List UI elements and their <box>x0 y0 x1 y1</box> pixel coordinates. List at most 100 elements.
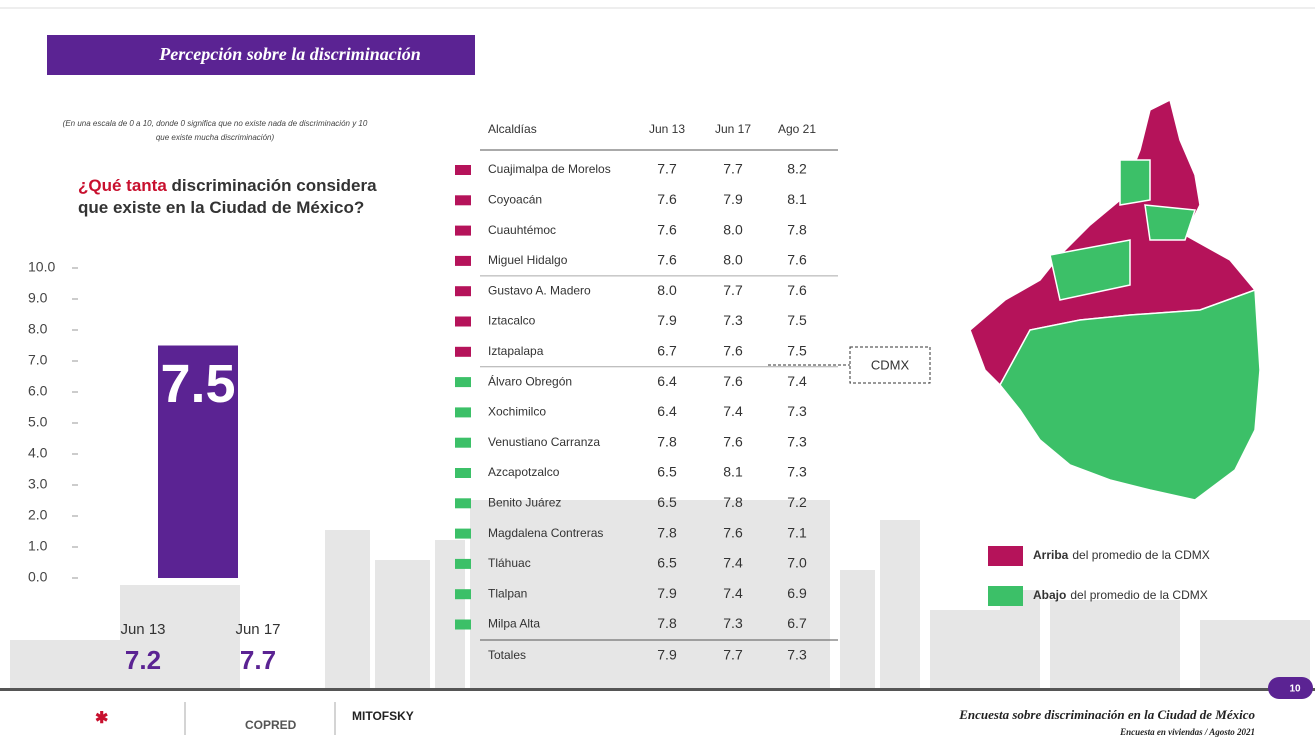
y-tick-label: 0.0 <box>28 569 48 585</box>
table-value: 7.3 <box>787 433 807 449</box>
row-marker <box>455 407 471 418</box>
row-name: Milpa Alta <box>488 617 540 631</box>
y-tick-label: 5.0 <box>28 414 48 430</box>
table-value: 7.7 <box>723 282 743 298</box>
table-value: 7.3 <box>723 312 743 328</box>
row-name: Iztacalco <box>488 314 536 328</box>
table-value: 7.4 <box>723 555 743 571</box>
question-box: ¿Qué tanta discriminación considera que … <box>78 175 398 219</box>
bar-value-label: 7.5 <box>160 354 235 414</box>
table-value: 7.6 <box>723 524 743 540</box>
row-marker <box>455 255 471 266</box>
table-value: 7.2 <box>787 494 807 510</box>
table-value: 7.4 <box>723 585 743 601</box>
table-value: 7.6 <box>787 282 807 298</box>
row-marker <box>455 619 471 630</box>
row-marker <box>455 468 471 478</box>
table-value: 7.1 <box>787 524 807 540</box>
row-marker <box>455 589 471 600</box>
legend-rest: del promedio de la CDMX <box>1072 548 1209 562</box>
map <box>969 98 1261 501</box>
row-marker <box>455 558 471 569</box>
row-name: Cuajimalpa de Morelos <box>488 162 611 176</box>
y-tick-label: 2.0 <box>28 507 48 523</box>
table-value: 6.7 <box>657 343 677 359</box>
table-value: 7.3 <box>723 615 743 631</box>
table-value: 6.7 <box>787 615 807 631</box>
table-value: 7.5 <box>787 343 807 359</box>
table-value: 7.8 <box>723 494 743 510</box>
logo-mitofsky: MITOFSKY <box>352 709 414 723</box>
title-banner <box>47 35 475 75</box>
row-marker <box>455 195 471 206</box>
table-value: 7.6 <box>723 343 743 359</box>
page-number: 10 <box>1289 684 1301 695</box>
y-tick-label: 1.0 <box>28 538 48 554</box>
note: (En una escala de 0 a 10, donde 0 signif… <box>62 119 368 142</box>
table-value: 7.3 <box>787 464 807 480</box>
row-name: Iztapalapa <box>488 344 544 358</box>
table-value: 8.1 <box>787 191 807 207</box>
legend-text: Arriba del promedio de la CDMX <box>1033 548 1210 562</box>
row-marker <box>455 528 471 539</box>
table-value: 7.9 <box>657 585 677 601</box>
table-value: 7.6 <box>657 191 677 207</box>
table-value: 7.0 <box>787 555 807 571</box>
table-value: 6.9 <box>787 585 807 601</box>
table-value: 7.8 <box>787 221 807 237</box>
logo-copred: COPRED <box>245 718 297 732</box>
footer-title: Encuesta sobre discriminación en la Ciud… <box>958 707 1255 722</box>
y-tick-label: 8.0 <box>28 321 48 337</box>
map-below <box>999 288 1261 501</box>
total-cell: Totales <box>488 648 526 662</box>
row-name: Tlalpan <box>488 586 527 600</box>
y-tick-label: 10.0 <box>28 259 55 275</box>
table-value: 8.2 <box>787 161 807 177</box>
row-marker <box>455 437 471 448</box>
row-name: Cuauhtémoc <box>488 223 556 237</box>
table-header: Jun 17 <box>715 122 751 136</box>
table-value: 7.8 <box>657 433 677 449</box>
row-marker <box>455 225 471 236</box>
table-value: 7.6 <box>723 433 743 449</box>
table-value: 8.0 <box>657 282 677 298</box>
title: Percepción sobre la discriminación <box>158 44 420 64</box>
previous-value: 7.2 <box>125 645 161 675</box>
row-marker <box>455 377 471 388</box>
row-name: Gustavo A. Madero <box>488 283 591 297</box>
y-tick-label: 7.0 <box>28 352 48 368</box>
table-value: 6.5 <box>657 464 677 480</box>
logo-cdmx: ✱ <box>95 710 108 727</box>
skyline <box>10 500 1310 690</box>
row-name: Azcapotzalco <box>488 465 560 479</box>
y-tick-label: 4.0 <box>28 445 48 461</box>
y-tick-label: 6.0 <box>28 383 48 399</box>
map-label: CDMX <box>871 357 910 372</box>
total-cell: 7.3 <box>787 647 807 663</box>
footer-rule <box>0 688 1315 691</box>
table-value: 6.5 <box>657 494 677 510</box>
table-value: 8.1 <box>723 464 743 480</box>
table-value: 7.7 <box>723 161 743 177</box>
legend-swatch <box>988 586 1023 606</box>
row-name: Venustiano Carranza <box>488 435 600 449</box>
row-marker <box>455 346 471 357</box>
table-value: 8.0 <box>723 221 743 237</box>
previous-value: 7.7 <box>240 645 276 675</box>
table-value: 6.5 <box>657 555 677 571</box>
legend-text: Abajo del promedio de la CDMX <box>1033 588 1208 602</box>
previous-label: Jun 17 <box>235 621 280 638</box>
row-marker <box>455 286 471 297</box>
row-name: Tláhuac <box>488 556 531 570</box>
question: ¿Qué tanta discriminación considera que … <box>78 175 398 219</box>
table-value: 7.4 <box>723 403 743 419</box>
table-header: Jun 13 <box>649 122 685 136</box>
row-name: Álvaro Obregón <box>488 373 572 388</box>
table-value: 7.6 <box>657 221 677 237</box>
table-value: 7.4 <box>787 373 807 389</box>
map-label-box <box>849 346 931 384</box>
map-below-north <box>1049 159 1197 301</box>
table-value: 6.4 <box>657 403 677 419</box>
table-value: 8.0 <box>723 252 743 268</box>
